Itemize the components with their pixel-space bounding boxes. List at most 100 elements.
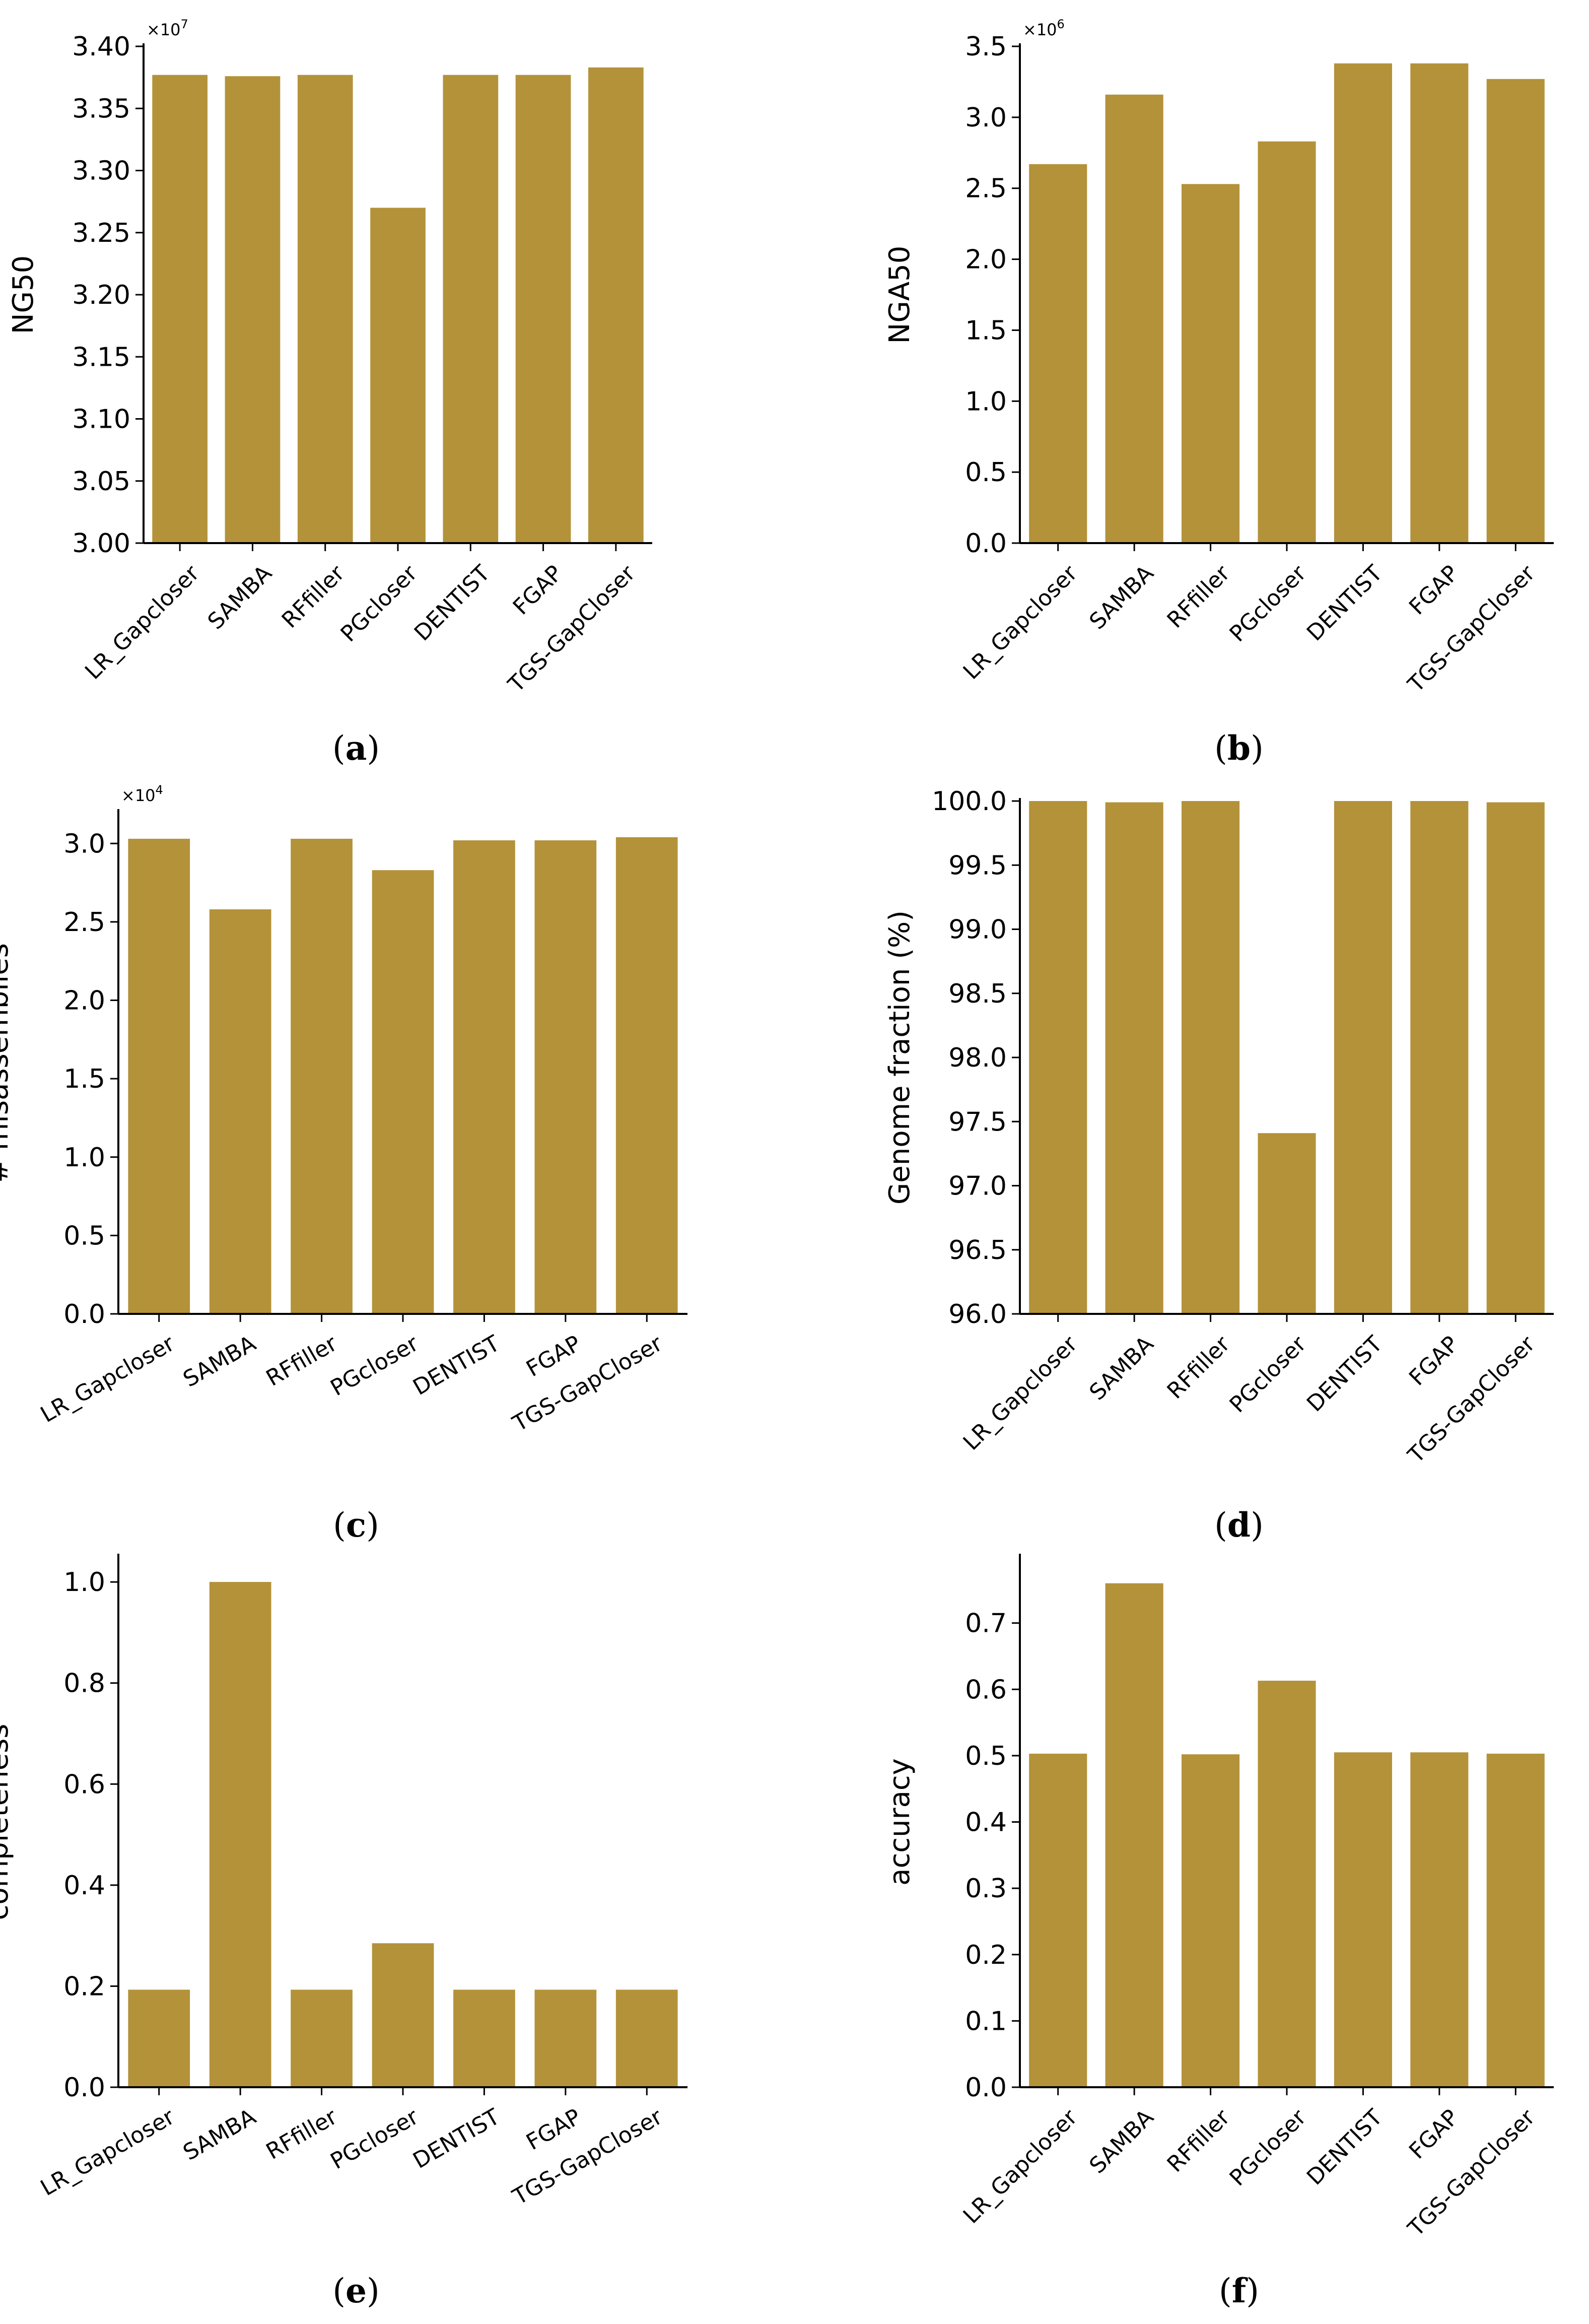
y-tick-label: 0.5 [63,1221,105,1251]
y-tick-label: 3.20 [72,280,130,310]
y-tick-label: 0.4 [63,1871,105,1901]
panel-a: 3.00 3.05 3.10 3.15 3.20 3.25 3.30 3.35 3.40 LR_G… [7,17,652,768]
x-tick-label: DENTIST [409,2104,505,2174]
x-tick-label: PGcloser [336,560,423,647]
y-tick-label: 0.4 [965,1808,1007,1838]
bar-rffiller [1182,801,1240,1314]
y-tick-label: 0.3 [965,1874,1007,1904]
x-tick-label: DENTIST [409,560,495,646]
bar-lr-gapcloser [152,75,208,543]
y-tick-label: 0.0 [965,2073,1007,2103]
x-tick-label: DENTIST [1302,1331,1388,1417]
x-tick-label: PGcloser [1225,560,1312,647]
x-tick-label: FGAP [508,560,568,620]
y-tick-label: 3.0 [965,103,1007,133]
y-axis-title: NG50 [7,255,40,335]
bar-fgap [1410,801,1469,1314]
y-tick-label: 96.5 [948,1235,1007,1266]
bar-samba [225,76,281,543]
panel-e: 0.00.20.40.60.81.0LR_Gapcloser SAMBA RFfil… [0,1554,687,2310]
bar-tgs-gapcloser [1486,1753,1545,2087]
y-tick-label: 0.5 [965,1741,1007,1771]
bar-rffiller [291,838,353,1314]
x-tick-label: PGcloser [1225,1331,1312,1418]
bar-fgap [534,1989,597,2087]
y-tick-label: 0.6 [965,1675,1007,1705]
bar-fgap [1410,1752,1469,2087]
bar-pgcloser [372,870,434,1314]
bar-dentist [1334,1752,1392,2087]
bar-samba [209,1582,271,2087]
x-tick-label: FGAP [522,2104,585,2155]
y-tick-label: 0.1 [965,2006,1007,2036]
x-tick-label: TGS-GapCloser [508,1331,667,1437]
y-tick-label: 1.0 [965,386,1007,417]
bar-lr-gapcloser [1029,164,1087,543]
bar-lr-gapcloser [1029,801,1087,1314]
x-tick-label: LR_Gapcloser [80,560,204,685]
x-tick-label: SAMBA [1084,560,1158,634]
panel-b: 0.0 0.5 1.0 1.5 2.0 2.5 3.0 3.5 LR_Gapcloser SAMB… [883,17,1554,768]
x-tick-label: TGS-GapCloser [1403,1331,1540,1469]
x-tick-label: FGAP [522,1331,585,1382]
y-tick-label: 99.0 [948,915,1007,945]
panel-f: 0.0 0.1 0.2 0.3 0.4 0.5 0.6 0.7 LR_Gapcloser SAMB… [883,1554,1554,2310]
y-tick-label: 3.5 [965,32,1007,62]
bar-tgs-gapcloser [1486,802,1545,1314]
x-tick-label: LR_Gapcloser [36,1331,179,1428]
y-tick-label: 0.2 [965,1940,1007,1970]
y-tick-label: 96.0 [948,1299,1007,1330]
y-tick-label: 1.0 [63,1567,105,1598]
x-tick-label: DENTIST [1302,2104,1388,2190]
panel-c: 0.00.51.01.52.02.53.0LR_Gapcloser SAMBA RF… [0,783,687,1545]
bar-samba [1105,94,1163,544]
x-tick-label: SAMBA [179,1331,260,1392]
x-tick-label: RFfiller [1162,1331,1235,1404]
bar-samba [209,909,271,1314]
y-tick-label: 98.0 [948,1043,1007,1073]
x-tick-label: LR_Gapcloser [36,2104,179,2201]
bar-rffiller [297,75,353,543]
x-tick-label: PGcloser [326,1331,424,1402]
y-tick-label: 3.30 [72,156,130,186]
panel-caption: (e) [332,2271,380,2310]
x-tick-label: PGcloser [326,2104,424,2175]
bar-tgs-gapcloser [588,67,644,543]
x-tick-label: SAMBA [1084,1331,1158,1405]
y-tick-label: 3.25 [72,218,130,248]
x-tick-label: TGS-GapCloser [508,2104,667,2211]
x-tick-label: DENTIST [409,1331,505,1401]
y-tick-label: 2.0 [63,986,105,1016]
y-tick-label: 3.40 [72,32,130,62]
bar-pgcloser [372,1943,434,2087]
y-tick-label: 0.8 [63,1669,105,1699]
bar-samba [1105,1583,1163,2087]
bar-lr-gapcloser [128,838,190,1314]
y-tick-label: 0.6 [63,1769,105,1800]
x-tick-label: TGS-GapCloser [503,560,641,698]
panel-caption: (f) [1219,2271,1259,2310]
y-tick-label: 0.7 [965,1609,1007,1639]
x-tick-label: RFfiller [277,560,350,633]
x-tick-label: RFfiller [1162,2104,1235,2177]
bar-rffiller [291,1989,353,2087]
x-tick-label: TGS-GapCloser [1403,2104,1540,2242]
bar-fgap [534,840,597,1314]
bar-tgs-gapcloser [615,1989,678,2087]
y-tick-label: 3.15 [72,342,130,372]
bar-pgcloser [370,208,426,543]
y-axis-title: Genome fraction (%) [883,910,916,1205]
x-tick-label: LR_Gapcloser [958,560,1083,685]
bar-pgcloser [1258,141,1316,543]
y-tick-label: 98.5 [948,979,1007,1009]
y-axis-multiplier: ×107 [147,17,188,39]
x-tick-label: PGcloser [1225,2104,1312,2192]
y-tick-label: 1.5 [63,1064,105,1094]
y-axis-title: accuracy [883,1758,916,1886]
bar-lr-gapcloser [1029,1753,1087,2087]
y-axis-title: completeness [0,1724,15,1920]
x-tick-label: SAMBA [203,560,277,634]
x-tick-label: FGAP [1404,1331,1464,1390]
y-tick-label: 0.0 [965,528,1007,559]
y-tick-label: 97.0 [948,1171,1007,1202]
